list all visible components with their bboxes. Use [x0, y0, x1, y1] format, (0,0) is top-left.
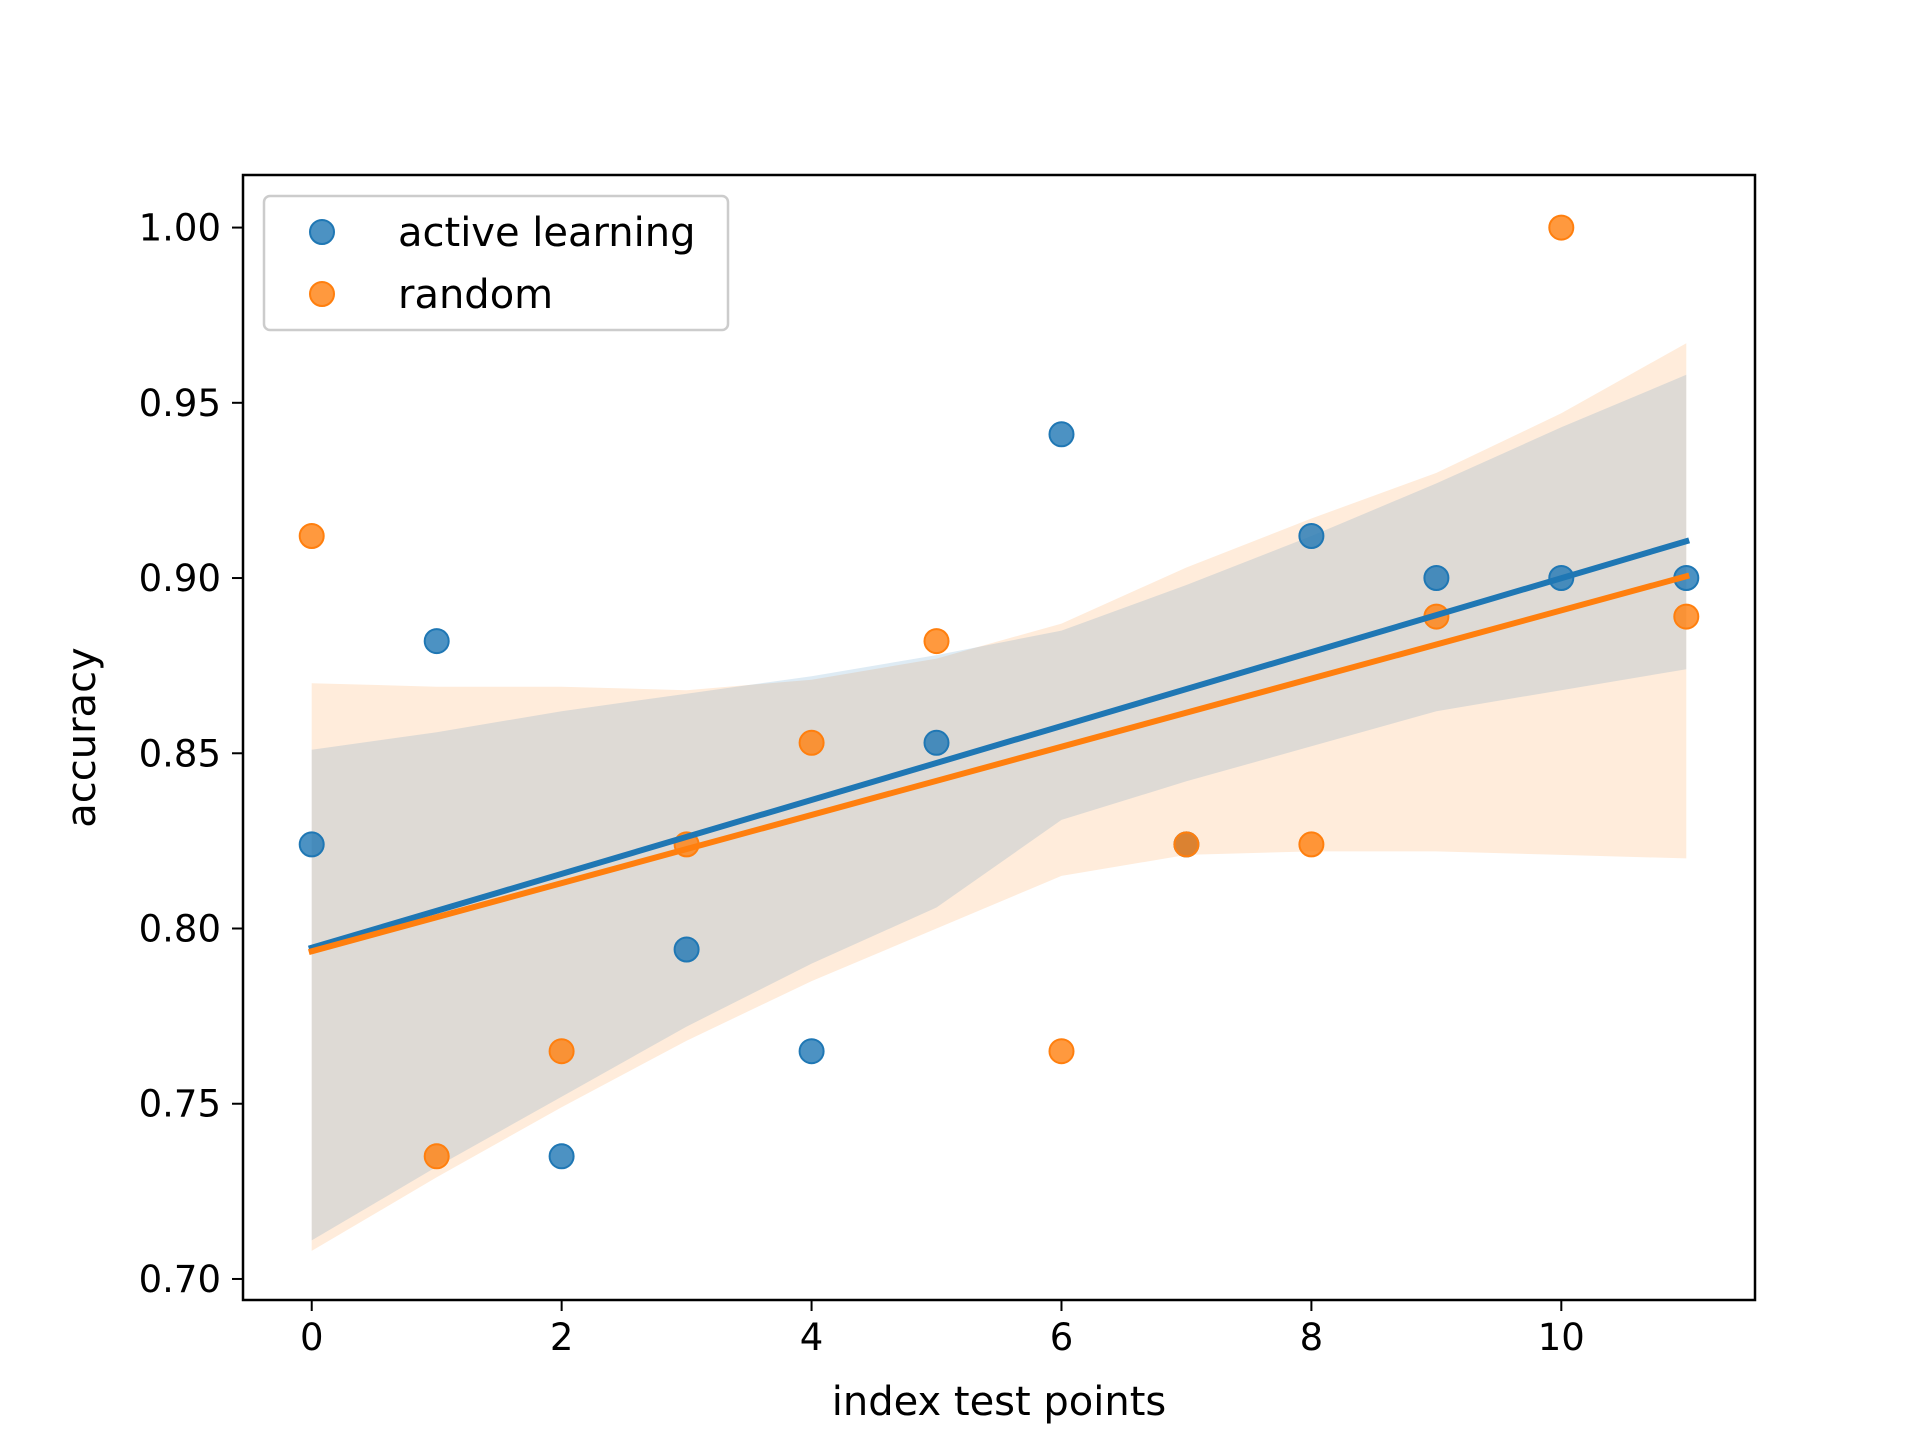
data-point-random [423, 1143, 450, 1170]
data-point-random [1048, 1038, 1075, 1065]
data-point-random [798, 729, 825, 756]
data-point-random [923, 628, 950, 655]
data-point-active-learning [1048, 421, 1075, 448]
data-point-active-learning [548, 1143, 575, 1170]
confidence-bands-layer [311, 343, 1687, 1251]
legend-label: random [398, 272, 553, 318]
data-point-active-learning [923, 729, 950, 756]
legend-box [262, 194, 730, 332]
x-axis: 0 2 4 6 8 10 [300, 1300, 1585, 1359]
regression-line-random [308, 572, 1690, 955]
data-point-random [1548, 214, 1575, 241]
y-tick-label: 0.75 [139, 1083, 221, 1126]
data-point-active-learning [1423, 565, 1450, 591]
regression-lines-layer [307, 537, 1691, 955]
y-tick-label: 0.95 [139, 382, 221, 425]
y-tick-label: 0.90 [139, 557, 221, 600]
x-tick-label: 6 [1050, 1316, 1074, 1359]
regression-line-active-learning [307, 537, 1691, 952]
data-point-active-learning [673, 936, 700, 963]
x-tick-label: 4 [800, 1316, 824, 1359]
y-axis-label: accuracy [59, 647, 105, 827]
x-tick-label: 2 [550, 1316, 574, 1359]
x-tick-label: 10 [1538, 1316, 1585, 1359]
x-tick-label: 0 [300, 1316, 324, 1359]
ci-band-random [311, 343, 1687, 1251]
data-point-active-learning [1298, 523, 1325, 549]
y-tick-label: 0.70 [139, 1258, 221, 1301]
x-axis-label: index test points [832, 1379, 1167, 1425]
data-point-random [1298, 831, 1325, 858]
scatter-points-layer [298, 214, 1700, 1170]
ci-band-active-learning [311, 374, 1687, 1241]
data-point-active-learning [298, 831, 325, 858]
legend-label: active learning [398, 210, 695, 256]
data-point-active-learning [798, 1038, 825, 1065]
y-tick-label: 1.00 [139, 207, 221, 250]
y-axis: 0.70 0.75 0.80 0.85 0.90 0.95 1.00 [139, 207, 243, 1301]
y-tick-label: 0.80 [139, 908, 221, 951]
data-point-random [548, 1038, 575, 1065]
plot-frame [241, 173, 1757, 1302]
data-point-random [1673, 603, 1700, 630]
data-point-random [298, 523, 325, 549]
legend-marker-random [309, 281, 335, 307]
legend: active learning random [262, 194, 730, 332]
data-point-random [1173, 831, 1200, 858]
x-tick-label: 8 [1300, 1316, 1324, 1359]
legend-marker-active-learning [309, 219, 335, 245]
y-tick-label: 0.85 [139, 732, 221, 775]
data-point-active-learning [423, 628, 450, 655]
